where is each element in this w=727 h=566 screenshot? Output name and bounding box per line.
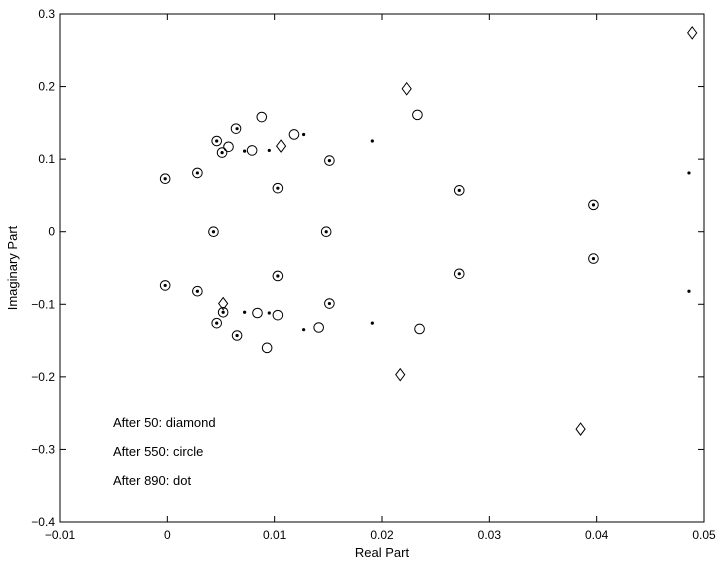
dot-marker [324, 230, 328, 234]
circle-marker [208, 226, 219, 238]
dot-marker [591, 256, 596, 261]
circle-marker [324, 298, 335, 309]
dot-marker [457, 188, 461, 192]
x-tick-label: 0.05 [692, 528, 716, 542]
dot-marker [211, 230, 216, 234]
y-tick-label: −0.4 [31, 515, 55, 529]
circle-marker [414, 323, 425, 335]
x-tick-label: 0.02 [370, 528, 394, 542]
dot-marker [195, 289, 199, 293]
dot-marker [220, 151, 224, 155]
y-tick-label: −0.2 [31, 370, 55, 384]
dot-marker [235, 127, 239, 131]
data-markers [159, 26, 698, 436]
dot-marker [457, 272, 461, 276]
legend-annotation-diamond: After 50: diamond [113, 415, 216, 430]
dot-marker [267, 148, 271, 153]
circle-marker [159, 280, 171, 291]
x-tick-label: 0.04 [585, 528, 609, 542]
dot-marker [215, 321, 219, 325]
x-tick-label: 0.03 [478, 528, 502, 542]
y-tick-label: 0.3 [38, 7, 55, 21]
dot-marker [370, 321, 374, 325]
dot-marker [687, 171, 691, 175]
circle-marker [211, 317, 223, 329]
dot-marker [302, 132, 306, 137]
circle-marker [272, 182, 284, 194]
dot-marker [243, 149, 247, 153]
axis-ticks: −0.01 0 0.01 0.02 0.03 0.04 0.05 0.3 0.2 0.1 0 −0.1… [31, 7, 716, 542]
circle-marker [159, 173, 171, 185]
circle-marker [211, 135, 223, 147]
circle-marker [453, 268, 465, 280]
y-tick-label: 0.2 [38, 80, 55, 94]
circle-marker [261, 342, 273, 354]
plot-frame [59, 13, 705, 523]
circle-marker [288, 129, 300, 140]
dot-marker [215, 139, 219, 143]
y-tick-label: 0.1 [38, 152, 55, 166]
circle-marker [453, 185, 465, 196]
circle-marker [324, 155, 335, 166]
dot-marker [327, 301, 332, 306]
dot-marker [591, 203, 596, 207]
circle-marker [246, 145, 258, 156]
dot-marker [276, 274, 280, 278]
legend-annotation-dot: After 890: dot [113, 473, 191, 488]
y-tick-label: 0 [48, 225, 55, 239]
circle-marker [230, 123, 242, 134]
x-tick-label: −0.01 [45, 528, 76, 542]
dot-marker [327, 158, 332, 163]
dot-marker [195, 171, 199, 175]
circle-marker [231, 330, 243, 341]
diamond-marker [395, 367, 406, 382]
circle-marker [256, 111, 268, 123]
x-tick-label: 0.01 [263, 528, 287, 542]
diamond-marker [687, 26, 698, 40]
circle-marker [192, 167, 203, 179]
dot-marker [163, 177, 167, 181]
diamond-marker [275, 139, 287, 153]
legend-annotation-circle: After 550: circle [113, 444, 203, 459]
circle-marker [412, 109, 423, 121]
dot-marker [302, 328, 306, 332]
circle-marker [272, 309, 284, 321]
dot-marker [276, 186, 280, 190]
circle-marker [252, 307, 263, 319]
dot-marker [221, 310, 225, 314]
dot-marker [243, 310, 247, 314]
x-tick-label: 0 [164, 528, 171, 542]
y-tick-label: −0.3 [31, 442, 55, 456]
circle-marker [216, 147, 228, 158]
y-axis-title: Imaginary Part [5, 225, 20, 310]
circle-marker [223, 141, 234, 153]
circle-marker [192, 285, 203, 297]
diamond-marker [401, 81, 412, 96]
y-tick-label: −0.1 [31, 297, 55, 311]
circle-marker [588, 199, 599, 211]
circle-marker [313, 322, 324, 333]
dot-marker [235, 333, 239, 338]
circle-marker [217, 306, 229, 318]
circle-marker [320, 226, 332, 238]
dot-marker [687, 289, 691, 293]
x-axis-title: Real Part [355, 545, 410, 560]
circle-marker [588, 253, 599, 264]
dot-marker [370, 139, 374, 143]
diamond-marker [218, 296, 229, 311]
diamond-marker [575, 422, 586, 436]
dot-marker [163, 283, 167, 288]
dot-marker [267, 311, 271, 315]
circle-marker [272, 270, 284, 282]
